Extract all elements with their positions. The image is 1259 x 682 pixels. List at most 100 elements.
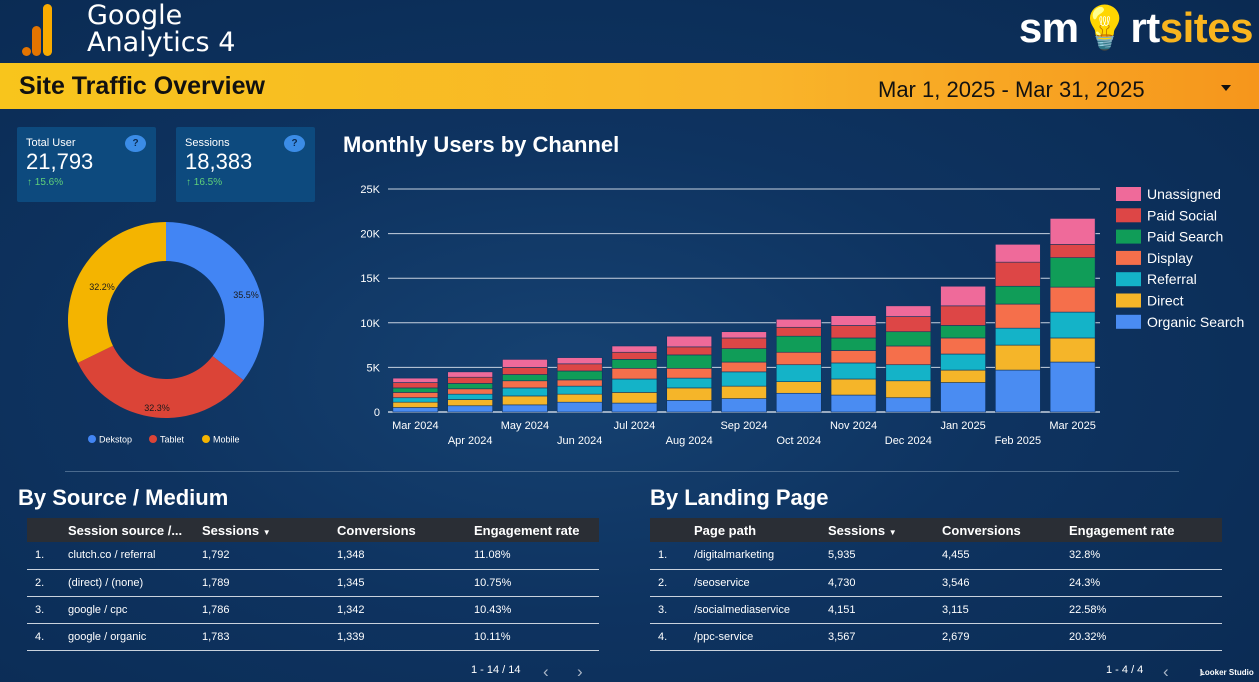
ga-product-name: Google Analytics 4 [87,2,235,56]
y-tick-label: 10K [360,318,380,330]
engagement-cell: 22.58% [1069,596,1222,624]
bar-segment-display [502,380,548,389]
bar-segment-paid-social [392,382,439,389]
page-path-cell: /socialmediaservice [694,596,828,624]
y-tick-label: 15K [360,273,380,285]
ga-version: 4 [218,27,236,58]
legend-swatch [1116,229,1141,244]
bar-segment-direct [940,369,986,383]
bar-segment-organic-search [775,392,822,413]
table-row[interactable]: 1. clutch.co / referral 1,792 1,348 11.08% [27,542,599,570]
next-page-icon[interactable]: › [1199,662,1205,681]
page-path-cell: /seoservice [694,569,828,597]
legend-swatch [88,435,96,443]
conversions-cell: 4,455 [942,542,1069,570]
table-row[interactable]: 4. google / organic 1,783 1,339 10.11% [27,623,599,651]
conversions-cell: 1,342 [337,596,474,624]
chart-title: Monthly Users by Channel [343,132,620,157]
column-header[interactable]: Engagement rate [474,518,599,542]
table-row[interactable]: 3./socialmediaservice 4,151 3,115 22.58% [650,596,1222,624]
legend-swatch [149,435,157,443]
bar-segment-referral [502,387,548,397]
bar-segment-direct [666,387,713,401]
bar-segment-paid-social [556,363,603,372]
bar-segment-unassigned [392,377,439,383]
legend-label: Paid Search [1147,229,1223,245]
table-row[interactable]: 4./ppc-service 3,567 2,679 20.32% [650,623,1222,651]
sessions-cell: 4,151 [828,596,942,624]
column-header[interactable]: Conversions [942,518,1069,542]
row-index: 2. [27,569,68,597]
prev-page-icon[interactable]: ‹ [543,662,549,681]
legend-label: Display [1147,250,1193,266]
bar-segment-unassigned [775,318,822,328]
donut-slice-label: 32.2% [89,282,115,292]
bar-segment-paid-search [556,370,603,381]
title-banner [0,63,1259,109]
column-header[interactable]: Engagement rate [1069,518,1222,542]
kpi-value: 18,383 [185,149,253,174]
date-range-selector[interactable]: Mar 1, 2025 - Mar 31, 2025 [878,77,1145,102]
kpi-change: ↑ 15.6% [27,177,64,188]
legend-label: Unassigned [1147,186,1221,202]
y-tick-label: 0 [374,407,380,419]
engagement-cell: 20.32% [1069,623,1222,651]
conversions-cell: 1,345 [337,569,474,597]
help-icon[interactable]: ? [284,135,305,152]
y-tick-label: 25K [360,184,380,196]
kpi-change: ↑ 16.5% [186,177,223,188]
x-tick-label: Sep 2024 [720,420,767,432]
row-index: 4. [650,623,694,651]
bar-segment-paid-search [995,285,1041,305]
next-page-icon[interactable]: › [577,662,583,681]
bar-segment-paid-social [721,337,767,349]
sessions-cell: 4,730 [828,569,942,597]
engagement-cell: 32.8% [1069,542,1222,570]
bar-segment-paid-search [502,374,548,382]
donut-slice-tablet [77,345,244,418]
chevron-down-icon[interactable] [1221,85,1231,91]
bar-segment-paid-search [611,359,658,369]
column-header-sorted[interactable]: Sessions ▼ [828,518,942,542]
table-row[interactable]: 3. google / cpc 1,786 1,342 10.43% [27,596,599,624]
source-medium-cell: google / organic [68,623,202,651]
bar-segment-unassigned [721,331,767,339]
bar-segment-display [885,345,932,366]
kpi-label: Sessions [185,137,230,149]
bar-segment-direct [775,381,822,394]
lightbulb-icon: 💡 [1078,4,1131,51]
bar-segment-organic-search [1049,361,1096,413]
bar-segment-organic-search [830,394,877,413]
column-header[interactable]: Page path [694,518,828,542]
bar-segment-paid-social [885,316,932,333]
prev-page-icon[interactable]: ‹ [1163,662,1169,681]
bar-segment-display [611,367,658,380]
column-header[interactable]: Session source /... [68,518,202,542]
column-header[interactable]: Conversions [337,518,474,542]
source-medium-cell: clutch.co / referral [68,542,202,570]
y-tick-label: 5K [367,362,381,374]
bar-segment-referral [721,371,767,387]
x-tick-label: May 2024 [501,420,549,432]
table-row[interactable]: 2./seoservice 4,730 3,546 24.3% [650,569,1222,597]
page-title: Site Traffic Overview [19,72,265,100]
bar-segment-display [392,392,439,399]
x-tick-label: Jun 2024 [557,435,602,447]
table-row[interactable]: 1./digitalmarketing 5,935 4,455 32.8% [650,542,1222,570]
section-divider [65,471,1179,472]
x-tick-label: Jul 2024 [614,420,656,432]
donut-slice-dekstop [166,222,264,381]
engagement-cell: 10.75% [474,569,599,597]
bar-segment-paid-search [830,337,877,351]
bar-segment-display [721,361,767,373]
conversions-cell: 2,679 [942,623,1069,651]
bar-segment-referral [830,362,877,380]
column-header-sorted[interactable]: Sessions ▼ [202,518,337,542]
google-analytics-logo-icon [22,4,52,56]
landing-table-title: By Landing Page [650,485,829,510]
bar-segment-paid-social [1049,244,1096,258]
table-row[interactable]: 2. (direct) / (none) 1,789 1,345 10.75% [27,569,599,597]
sessions-cell: 1,786 [202,596,337,624]
legend-label: Paid Social [1147,207,1217,223]
help-icon[interactable]: ? [125,135,146,152]
